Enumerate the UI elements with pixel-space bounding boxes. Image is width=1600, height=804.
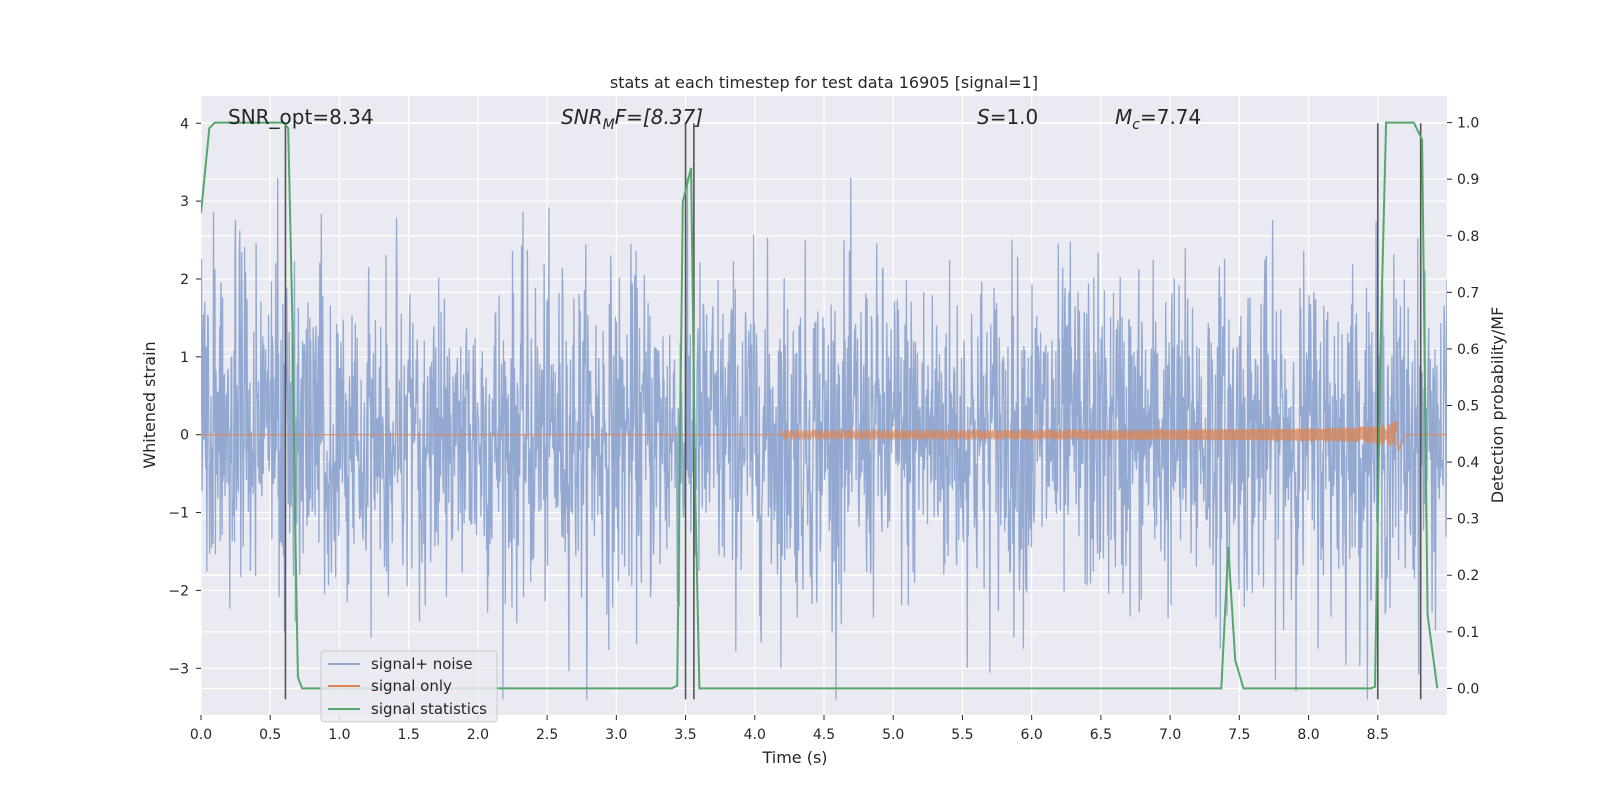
x-tick-label: 2.5 bbox=[536, 727, 558, 743]
x-tick-label: 0.5 bbox=[259, 727, 281, 743]
y-right-tick-label: 1.0 bbox=[1457, 116, 1479, 132]
legend: signal+ noise signal only signal statist… bbox=[320, 650, 498, 723]
annotation-mc: Mc=7.74 bbox=[1115, 105, 1201, 133]
x-tick-label: 6.0 bbox=[1021, 727, 1043, 743]
annotation-snr-mf: SNRMF=[8.37] bbox=[561, 105, 703, 133]
y-right-tick-label: 0.1 bbox=[1457, 625, 1479, 641]
y-right-tick-label: 0.5 bbox=[1457, 399, 1479, 415]
s-rest: =1.0 bbox=[990, 105, 1039, 129]
y-right-tick-label: 0.4 bbox=[1457, 455, 1479, 471]
x-tick-label: 7.0 bbox=[1159, 727, 1181, 743]
signal-noise-line bbox=[201, 177, 1447, 700]
y-left-tick-label: −3 bbox=[168, 661, 189, 677]
annotation-snr-opt: SNR_opt=8.34 bbox=[228, 105, 374, 129]
x-tick-label: 4.5 bbox=[813, 727, 835, 743]
x-ticks: 0.0 0.5 1.0 1.5 2.0 2.5 3.0 3.5 4.0 4.5 5.0 5.5 6.0 6… bbox=[190, 715, 1389, 743]
y-left-tick-label: 3 bbox=[180, 194, 189, 210]
x-tick-label: 5.0 bbox=[882, 727, 904, 743]
y-right-tick-label: 0.2 bbox=[1457, 568, 1479, 584]
y-left-tick-label: 1 bbox=[180, 350, 189, 366]
signal-statistics-series bbox=[201, 121, 1439, 690]
mc-sub: c bbox=[1132, 117, 1140, 133]
y-left-tick-label: −1 bbox=[168, 506, 189, 522]
x-tick-label: 8.0 bbox=[1297, 727, 1319, 743]
y-right-axis-label: Detection probability/MF bbox=[1488, 307, 1507, 504]
y-right-tick-label: 0.0 bbox=[1457, 681, 1479, 697]
x-tick-label: 3.0 bbox=[605, 727, 627, 743]
signal-only-series bbox=[201, 419, 1447, 453]
x-tick-label: 5.5 bbox=[951, 727, 973, 743]
s-main: S bbox=[977, 105, 990, 129]
chart-title: stats at each timestep for test data 169… bbox=[610, 73, 1038, 92]
signal-only-line bbox=[201, 419, 1447, 453]
x-tick-label: 3.5 bbox=[674, 727, 696, 743]
x-tick-label: 4.0 bbox=[744, 727, 766, 743]
annotation-s: S=1.0 bbox=[977, 105, 1038, 129]
signal-statistics-line bbox=[201, 121, 1439, 690]
x-tick-label: 0.0 bbox=[190, 727, 212, 743]
y-left-tick-label: 2 bbox=[180, 272, 189, 288]
y-right-ticks: 1.0 0.9 0.8 0.7 0.6 0.5 0.4 0.3 0.2 0.1 0.0 bbox=[1447, 116, 1479, 697]
y-left-axis-label: Whitened strain bbox=[140, 341, 159, 468]
y-left-tick-label: 4 bbox=[180, 116, 189, 132]
snr-mf-main: SNR bbox=[561, 105, 603, 129]
snr-mf-sub: M bbox=[603, 117, 615, 133]
y-right-tick-label: 0.3 bbox=[1457, 512, 1479, 528]
mc-main: M bbox=[1115, 105, 1132, 129]
x-tick-label: 8.5 bbox=[1367, 727, 1389, 743]
y-right-tick-label: 0.9 bbox=[1457, 172, 1479, 188]
snr-mf-rest: F=[8.37] bbox=[615, 105, 703, 129]
x-tick-label: 2.0 bbox=[467, 727, 489, 743]
x-tick-label: 1.5 bbox=[398, 727, 420, 743]
x-tick-label: 7.5 bbox=[1228, 727, 1250, 743]
signal-noise-series bbox=[201, 177, 1447, 700]
y-left-tick-label: 0 bbox=[180, 428, 189, 444]
y-left-tick-label: −2 bbox=[168, 583, 189, 599]
y-right-tick-label: 0.8 bbox=[1457, 229, 1479, 245]
x-tick-label: 6.5 bbox=[1090, 727, 1112, 743]
y-right-tick-label: 0.6 bbox=[1457, 342, 1479, 358]
legend-label-signal-noise: signal+ noise bbox=[371, 655, 473, 673]
legend-label-signal-only: signal only bbox=[371, 677, 452, 695]
x-axis-label: Time (s) bbox=[761, 748, 827, 767]
y-right-tick-label: 0.7 bbox=[1457, 285, 1479, 301]
legend-label-signal-statistics: signal statistics bbox=[371, 700, 487, 718]
legend-box bbox=[320, 650, 498, 723]
mc-rest: =7.74 bbox=[1140, 105, 1201, 129]
y-left-ticks: 4 3 2 1 0 −1 −2 −3 bbox=[168, 116, 201, 677]
x-tick-label: 1.0 bbox=[328, 727, 350, 743]
